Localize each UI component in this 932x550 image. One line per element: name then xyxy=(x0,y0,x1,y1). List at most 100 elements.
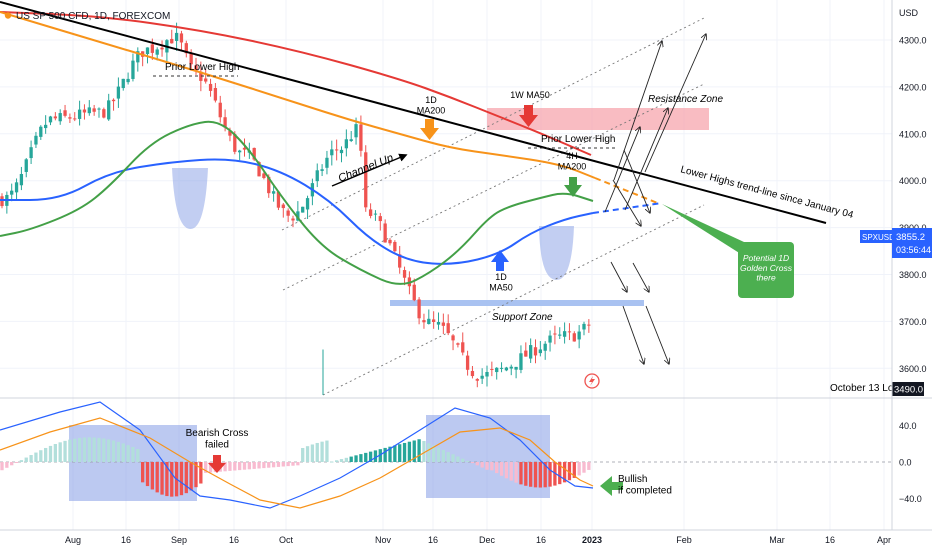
macd-bar xyxy=(349,456,353,462)
macd-bar xyxy=(155,462,159,493)
candle xyxy=(485,365,489,387)
macd-bar xyxy=(0,462,4,471)
macd-bar xyxy=(53,444,57,462)
macd-bar xyxy=(339,459,344,462)
macd-bar xyxy=(548,462,552,487)
october-13-low-tag xyxy=(892,382,924,396)
macd-bar xyxy=(14,462,19,463)
lower-highs-label: Lower Highs trend-line since January 04 xyxy=(679,164,855,221)
macd-bar xyxy=(504,462,509,479)
macd-bar xyxy=(335,460,339,462)
candle xyxy=(44,115,48,134)
price-tick-label: 3800.0 xyxy=(899,270,927,280)
price-scale-ticks[interactable]: 4300.04200.04100.04000.03900.03800.03700… xyxy=(899,36,927,374)
macd-bar xyxy=(587,462,591,470)
candle xyxy=(48,115,53,126)
macd-bar xyxy=(68,439,72,462)
ma50-1w-label: 1W MA50 xyxy=(510,90,550,100)
candle xyxy=(475,378,479,388)
macd-bar xyxy=(368,451,373,462)
macd-bar xyxy=(427,443,431,462)
time-axis-ticks[interactable]: Aug 16 Sep 16 Oct Nov 16 Dec 16 2023 Feb Mar 16 Apr xyxy=(65,535,891,545)
macd-bar xyxy=(223,462,227,472)
projection-arrows xyxy=(604,34,706,364)
macd-bar xyxy=(24,457,28,462)
macd-bar xyxy=(533,462,538,488)
candle xyxy=(533,339,538,364)
candle xyxy=(393,240,397,253)
macd-bar xyxy=(373,450,378,462)
price-tag xyxy=(892,228,932,258)
macd-bar xyxy=(456,456,460,462)
candle xyxy=(170,29,174,44)
golden-cross-box xyxy=(738,242,794,298)
candle xyxy=(179,30,184,50)
macd-bar xyxy=(63,440,67,462)
macd-bar xyxy=(388,446,392,462)
macd-bar xyxy=(29,455,33,462)
channel-up-lines xyxy=(281,17,705,396)
candle xyxy=(92,104,96,116)
time-tick-label: Feb xyxy=(676,535,692,545)
macd-bar xyxy=(97,437,101,462)
candle xyxy=(480,368,484,384)
macd-bar xyxy=(208,462,213,473)
macd-bar xyxy=(228,462,232,471)
macd-bar xyxy=(262,462,266,469)
macd-bar xyxy=(34,452,38,462)
candle xyxy=(582,321,586,336)
market-status-icon xyxy=(4,12,12,19)
candle xyxy=(19,166,24,191)
candle xyxy=(587,319,591,333)
macd-bar xyxy=(233,462,237,471)
macd-bar xyxy=(514,462,518,483)
macd-bar xyxy=(519,462,523,485)
ma200-4h-down-arrow xyxy=(564,177,582,197)
macd-bar xyxy=(242,462,247,470)
price-tag-value: 3855.2 xyxy=(896,232,925,243)
macd-scale-ticks[interactable]: 40.0 0.0 −40.0 xyxy=(899,421,922,504)
candle xyxy=(495,367,499,380)
gridlines xyxy=(0,0,892,530)
candle xyxy=(402,266,407,286)
macd-bar xyxy=(111,440,116,462)
golden-cross-pointer xyxy=(662,204,744,256)
macd-bar xyxy=(102,438,106,462)
candle xyxy=(470,365,475,379)
ma50-1d-label: 1D MA50 xyxy=(489,272,513,292)
macd-bar xyxy=(145,462,150,487)
candle xyxy=(562,322,567,344)
support-zone-label: Support Zone xyxy=(492,312,553,323)
candle xyxy=(465,350,470,376)
macd-bar xyxy=(402,442,407,462)
candle xyxy=(238,149,242,161)
macd-bar xyxy=(136,448,140,462)
macd-bar xyxy=(238,462,242,471)
macd-bar xyxy=(179,462,184,496)
candle xyxy=(432,311,436,329)
macd-bar xyxy=(165,462,169,497)
macd-bar xyxy=(257,462,261,469)
macd-bar xyxy=(82,437,87,462)
candle xyxy=(14,178,19,200)
macd-bar xyxy=(141,462,145,483)
time-tick-label: 2023 xyxy=(582,535,602,545)
macd-bar xyxy=(470,462,475,464)
candle xyxy=(490,361,494,377)
candle xyxy=(24,158,28,178)
candle xyxy=(58,109,62,125)
macd-histogram xyxy=(0,437,591,497)
macd-bar xyxy=(150,462,154,490)
macd-bar xyxy=(10,462,14,466)
macd-bar xyxy=(562,462,567,483)
candle xyxy=(436,312,441,330)
candle xyxy=(572,331,576,342)
macd-bar xyxy=(344,457,348,462)
candle xyxy=(524,342,528,357)
candle xyxy=(281,202,285,218)
macd-bar xyxy=(490,462,494,471)
macd-bar xyxy=(558,462,562,485)
candle xyxy=(320,164,324,177)
candle xyxy=(456,342,460,348)
candle xyxy=(63,104,67,118)
